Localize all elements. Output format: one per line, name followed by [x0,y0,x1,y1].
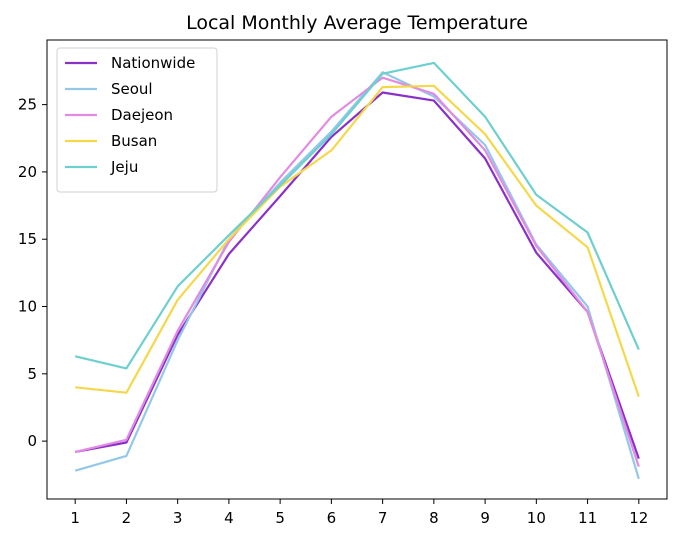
legend-box [56,47,218,193]
x-tick-label: 3 [173,509,183,527]
x-axis: 1 2 3 4 5 6 7 8 9 10 11 12 [70,499,648,527]
plot-frame [46,39,668,500]
legend-label-jeju: Jeju [110,158,138,176]
chart-title: Local Monthly Average Temperature [186,12,528,34]
legend-label-seoul: Seoul [111,80,153,98]
series-line-nationwide [75,91,640,459]
y-axis: 0 5 10 15 20 25 [18,96,47,450]
series-layer [74,61,640,480]
x-tick-label: 7 [378,509,388,527]
series-line-daejeon [74,76,640,468]
y-tick-label: 10 [18,298,37,316]
x-tick-label: 10 [527,509,546,527]
x-tick-label: 1 [70,509,80,527]
legend-label-busan: Busan [111,132,157,150]
x-tick-label: 6 [327,509,337,527]
legend-label-nationwide: Nationwide [111,54,195,72]
x-tick-label: 11 [578,509,597,527]
x-tick-label: 2 [122,509,132,527]
y-tick-label: 15 [18,230,37,248]
y-tick-label: 20 [18,163,37,181]
legend: Nationwide Seoul Daejeon Busan Jeju [56,47,218,193]
series-line-busan [75,84,640,398]
y-tick-label: 25 [18,96,37,114]
x-tick-label: 9 [480,509,490,527]
series-line-seoul [74,71,640,480]
y-tick-label: 5 [27,365,37,383]
x-tick-label: 5 [275,509,285,527]
x-tick-label: 8 [429,509,439,527]
legend-label-daejeon: Daejeon [111,106,173,124]
x-tick-label: 4 [224,509,234,527]
y-tick-label: 0 [27,432,37,450]
series-line-jeju [74,61,640,370]
x-tick-label: 12 [629,509,648,527]
